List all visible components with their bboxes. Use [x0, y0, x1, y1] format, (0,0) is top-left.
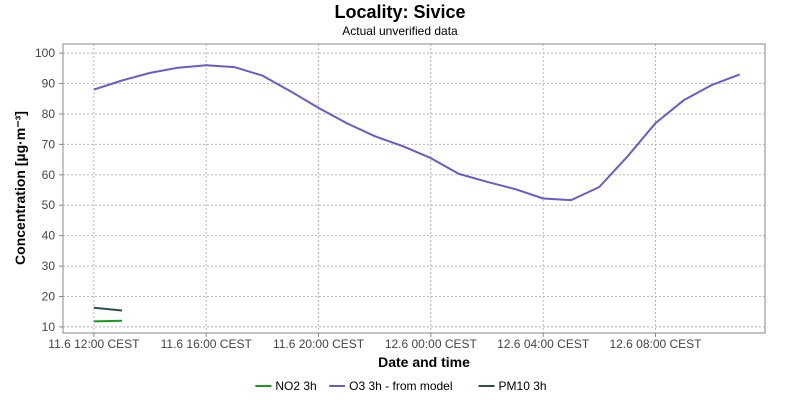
series-lines — [93, 64, 741, 323]
grid — [63, 44, 765, 333]
y-tick-label: 70 — [42, 137, 56, 151]
legend-item: NO2 3h — [255, 379, 317, 393]
legend-label: O3 3h - from model — [349, 379, 452, 393]
series-line-o3-3h-from-model — [93, 64, 741, 202]
legend-label: NO2 3h — [275, 379, 316, 393]
plot-area — [62, 43, 766, 334]
x-tick-label: 12.6 04:00 CEST — [497, 337, 590, 351]
y-tick-label: 20 — [42, 289, 56, 303]
series-line-no2-3h — [93, 319, 123, 323]
y-tick-label: 30 — [42, 259, 56, 273]
y-tick-label: 80 — [42, 107, 56, 121]
legend-label: PM10 3h — [499, 379, 547, 393]
x-tick-label: 11.6 20:00 CEST — [273, 337, 365, 351]
x-tick-label: 11.6 16:00 CEST — [161, 337, 253, 351]
x-axis-ticks: 11.6 12:00 CEST 11.6 16:00 CEST 11.6 20:00… — [48, 333, 702, 351]
x-tick-label: 11.6 12:00 CEST — [48, 337, 140, 351]
y-tick-label: 10 — [42, 320, 56, 334]
series-line-pm10-3h — [93, 306, 123, 312]
y-axis-ticks: 10 20 30 40 50 60 70 80 90 100 — [35, 46, 63, 334]
legend-item: O3 3h - from model — [329, 379, 453, 393]
y-tick-label: 40 — [42, 229, 56, 243]
y-tick-label: 100 — [35, 46, 55, 60]
legend-item: PM10 3h — [478, 379, 547, 393]
x-tick-label: 12.6 08:00 CEST — [609, 337, 702, 351]
x-axis-title: Date and time — [378, 354, 470, 370]
chart-title: Locality: Sivice — [334, 2, 465, 22]
legend: NO2 3h O3 3h - from model PM10 3h — [255, 379, 547, 393]
chart-subtitle: Actual unverified data — [342, 24, 458, 38]
y-tick-label: 90 — [42, 77, 56, 91]
y-tick-label: 60 — [42, 168, 56, 182]
y-tick-label: 50 — [42, 198, 56, 212]
y-axis-title: Concentration [µg·m⁻³] — [12, 111, 28, 265]
x-tick-label: 12.6 00:00 CEST — [385, 337, 478, 351]
